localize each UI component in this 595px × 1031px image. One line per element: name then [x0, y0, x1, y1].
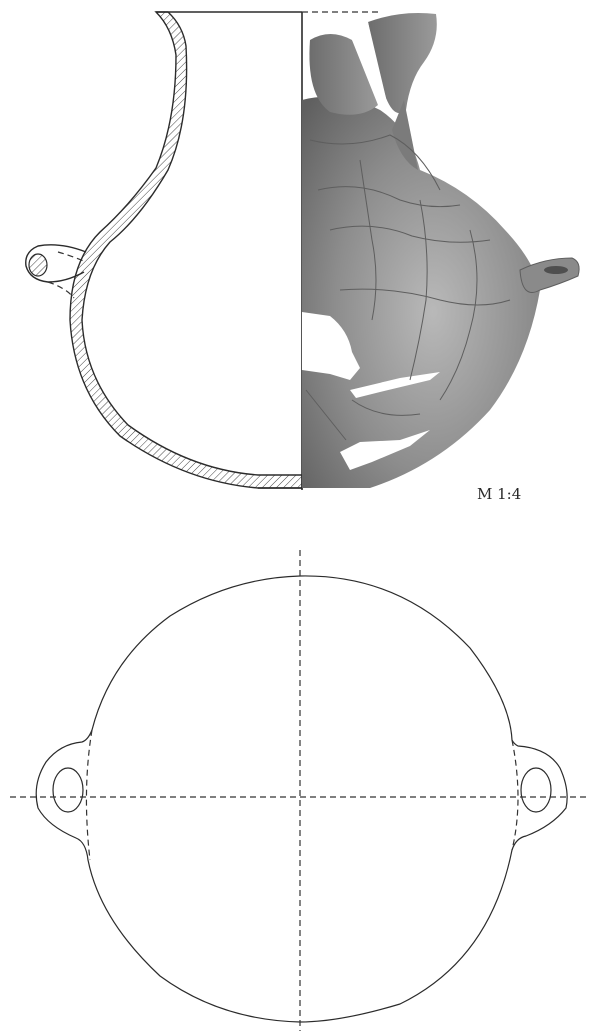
handle-dashed-outline: [47, 251, 87, 299]
missing-area-neck: [352, 22, 386, 105]
left-handle-hole: [52, 767, 84, 813]
wall-section-hatch: [69, 11, 303, 489]
neck-sherd-left: [309, 34, 378, 115]
missing-area-gap: [350, 372, 440, 398]
neck-sherd-right: [368, 13, 437, 114]
right-handle-hole: [520, 767, 552, 813]
neck-strip: [392, 100, 418, 170]
scale-label: M 1:4: [477, 485, 522, 503]
missing-area-base: [340, 430, 430, 470]
plan-body-dashed-right: [511, 739, 519, 851]
sherd-crack-lines: [305, 134, 511, 441]
exterior-handle: [519, 257, 580, 293]
handle-hatch: [28, 253, 48, 277]
plan-view: [10, 550, 588, 1031]
plan-outline: [35, 575, 568, 1023]
vessel-section-left: [25, 11, 303, 489]
missing-area-lower: [302, 312, 360, 380]
plan-body-dashed-left: [85, 729, 93, 861]
exterior-handle-hole: [544, 266, 568, 274]
handle-section: [25, 244, 87, 283]
vessel-exterior-right: [302, 13, 580, 489]
